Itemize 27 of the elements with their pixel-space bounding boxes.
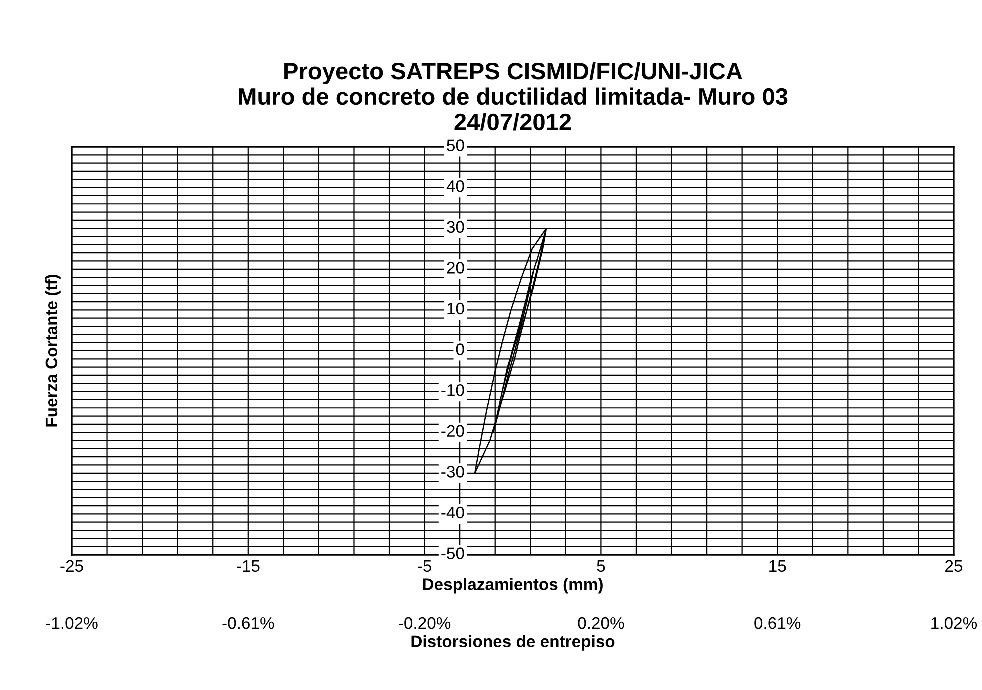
x2-axis-title: Distorsiones de entrepiso [412,635,615,651]
y-tick-label: -30 [442,466,464,478]
y-axis-title: Fuerza Cortante (tf) [45,274,61,427]
x-tick-label: -25 [60,560,84,572]
y-tick-label: 30 [447,221,464,234]
chart-title: Proyecto SATREPS CISMID/FIC/UNI-JICA Muro de concreto de ductilidad limitada- Muro 03 24/07/2012 [239,62,788,131]
x-tick-label: 25 [946,560,963,572]
y-tick-label: -40 [442,506,464,519]
x2-tick-label: -0.20% [399,617,451,630]
y-tick-label: -10 [442,384,464,396]
x2-tick-label: -0.61% [222,617,274,630]
y-tick-label: 50 [447,140,464,152]
x-tick-label: 5 [597,560,606,572]
x2-tick-label: 0.20% [578,617,624,630]
y-tick-label: 0 [456,344,464,356]
y-tick-label: -20 [442,425,464,438]
x-axis-title: Desplazamientos (mm) [423,578,603,594]
y-tick-label: 40 [446,180,464,192]
y-tick-label: 10 [448,302,464,315]
x-tick-label: -5 [418,560,432,572]
y-tick-label: -50 [442,548,464,560]
x-tick-label: -15 [237,560,260,572]
x2-tick-label: 0.61% [754,617,801,630]
x2-tick-label: -1.02% [46,617,98,630]
y-tick-label: 20 [447,262,464,274]
x-tick-label: 15 [770,560,786,572]
x2-tick-label: 1.02% [932,617,978,630]
